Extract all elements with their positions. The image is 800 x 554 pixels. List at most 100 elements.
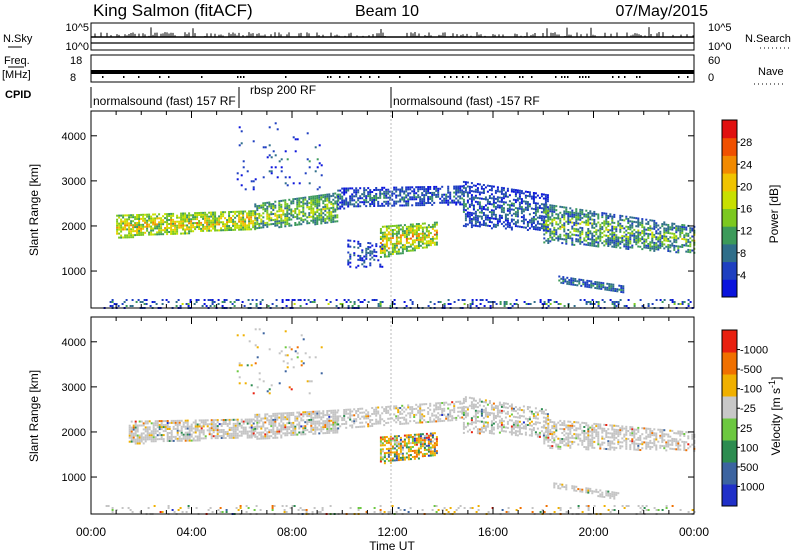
data-cell	[621, 215, 624, 218]
data-cell	[611, 221, 614, 224]
data-cell	[330, 219, 333, 222]
data-cell	[124, 234, 127, 237]
data-cell	[509, 303, 512, 305]
data-cell	[500, 216, 503, 219]
data-cell	[510, 220, 513, 223]
data-cell	[395, 194, 398, 197]
data-cell	[320, 412, 323, 415]
data-cell	[211, 299, 214, 301]
data-cell	[395, 188, 398, 191]
data-cell	[547, 238, 550, 240]
data-cell	[154, 227, 157, 230]
data-cell	[551, 224, 554, 227]
data-cell	[540, 215, 543, 218]
data-cell	[526, 207, 529, 209]
data-cell	[363, 187, 366, 190]
data-cell	[613, 233, 616, 236]
data-cell	[482, 214, 485, 216]
data-cell	[411, 223, 414, 226]
data-cell	[264, 146, 267, 149]
data-cell	[168, 426, 171, 428]
data-cell	[571, 215, 574, 218]
data-cell	[270, 203, 273, 206]
data-cell	[136, 424, 139, 427]
data-cell	[427, 186, 430, 188]
data-cell	[401, 186, 404, 189]
data-cell	[470, 198, 473, 201]
data-cell	[461, 412, 464, 415]
data-cell	[241, 301, 244, 303]
data-cell	[421, 238, 424, 241]
data-cell	[599, 237, 602, 240]
data-cell	[262, 224, 265, 227]
data-cell	[298, 203, 301, 206]
data-cell	[363, 411, 366, 414]
data-cell	[306, 216, 309, 219]
data-cell	[683, 236, 686, 239]
data-cell	[387, 411, 390, 414]
data-cell	[194, 431, 197, 434]
data-cell	[369, 252, 372, 255]
data-cell	[176, 230, 179, 233]
data-cell	[429, 418, 432, 421]
data-cell	[145, 303, 148, 305]
data-cell	[140, 217, 143, 220]
data-cell	[635, 235, 638, 238]
data-cell	[258, 419, 261, 422]
data-cell	[240, 426, 243, 429]
data-cell	[419, 204, 422, 207]
data-cell	[286, 209, 289, 212]
data-cell	[551, 214, 554, 217]
data-cell	[543, 241, 546, 244]
data-cell	[272, 420, 275, 423]
data-cell	[124, 214, 127, 217]
data-cell	[286, 158, 289, 161]
data-cell	[212, 427, 215, 430]
data-cell	[421, 202, 424, 205]
data-cell	[200, 437, 203, 440]
data-cell	[437, 406, 440, 409]
data-cell	[244, 226, 247, 229]
colorbar-swatch	[722, 120, 737, 139]
data-cell	[254, 419, 257, 422]
data-cell	[417, 405, 420, 408]
data-cell	[286, 412, 289, 415]
data-cell	[547, 218, 550, 220]
data-cell	[587, 228, 590, 230]
data-cell	[182, 216, 185, 219]
data-cell	[355, 412, 358, 415]
data-cell	[647, 243, 650, 245]
data-cell	[472, 204, 475, 207]
data-cell	[290, 434, 293, 436]
data-cell	[322, 218, 325, 221]
data-cell	[687, 299, 690, 301]
data-cell	[326, 193, 329, 196]
data-cell	[689, 237, 692, 240]
data-cell	[423, 234, 426, 237]
data-cell	[474, 212, 477, 215]
data-cell	[308, 216, 311, 219]
data-cell	[502, 193, 505, 196]
data-cell	[367, 411, 370, 414]
data-cell	[459, 402, 462, 405]
data-cell	[186, 433, 189, 436]
data-cell	[429, 402, 432, 405]
data-cell	[534, 204, 537, 207]
data-cell	[603, 222, 606, 225]
data-cell	[536, 202, 539, 205]
data-cell	[280, 436, 283, 439]
data-cell	[220, 423, 223, 425]
data-cell	[407, 422, 410, 425]
data-cell	[334, 411, 337, 414]
data-cell	[611, 219, 614, 222]
data-cell	[540, 219, 543, 222]
data-cell	[302, 218, 305, 221]
data-cell	[353, 408, 356, 411]
data-cell	[274, 418, 277, 421]
data-cell	[334, 200, 337, 203]
data-cell	[417, 421, 420, 424]
data-cell	[192, 216, 195, 219]
data-cell	[441, 412, 444, 414]
data-cell	[433, 420, 436, 423]
data-cell	[292, 431, 295, 434]
